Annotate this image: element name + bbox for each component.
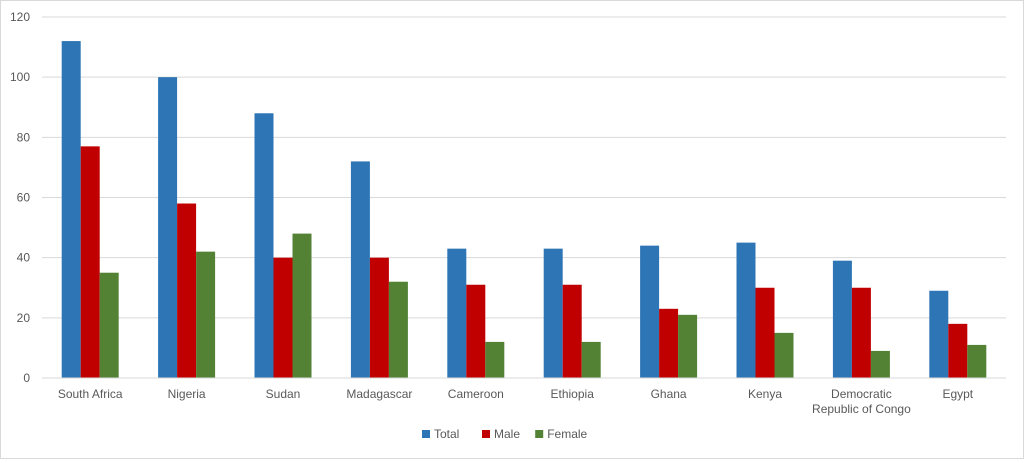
bar-female bbox=[967, 344, 987, 378]
bar-total bbox=[736, 242, 756, 378]
bar-total bbox=[158, 77, 178, 379]
legend-item-male: Male bbox=[482, 427, 520, 441]
bar-male bbox=[273, 257, 293, 378]
y-tick-label: 20 bbox=[17, 311, 31, 325]
x-tick-label: South Africa bbox=[58, 387, 123, 401]
bar-male bbox=[562, 284, 582, 378]
bar-total bbox=[640, 245, 660, 378]
bar-female bbox=[388, 281, 408, 378]
bars bbox=[61, 41, 987, 379]
bar-female bbox=[196, 251, 216, 378]
bar-total bbox=[832, 260, 852, 378]
bar-male bbox=[851, 287, 871, 378]
x-tick-label: Sudan bbox=[266, 387, 301, 401]
y-tick-label: 0 bbox=[23, 371, 30, 385]
x-tick-label: Ethiopia bbox=[551, 387, 595, 401]
y-axis-ticks: 0 20 40 60 80 100 120 bbox=[10, 10, 30, 385]
legend-item-female: Female bbox=[535, 427, 588, 441]
x-tick-label: Egypt bbox=[942, 387, 973, 401]
bar-female bbox=[870, 350, 890, 378]
bar-male bbox=[369, 257, 389, 378]
legend-swatch bbox=[422, 430, 430, 438]
y-tick-label: 100 bbox=[10, 70, 30, 84]
bar-female bbox=[99, 272, 119, 378]
bar-male bbox=[659, 308, 679, 378]
x-tick-label: Cameroon bbox=[448, 387, 504, 401]
x-tick-label: Democratic Republic of Congo bbox=[812, 387, 911, 416]
legend-label: Female bbox=[547, 427, 587, 441]
legend-swatch bbox=[482, 430, 490, 438]
x-tick-label: Nigeria bbox=[168, 387, 206, 401]
x-tick-label: Madagascar bbox=[346, 387, 412, 401]
bar-female bbox=[678, 314, 698, 378]
bar-male bbox=[755, 287, 775, 378]
x-tick-label: Kenya bbox=[748, 387, 782, 401]
bar-total bbox=[350, 161, 370, 378]
bar-male bbox=[948, 323, 968, 378]
x-tick-label: Ghana bbox=[651, 387, 687, 401]
bar-total bbox=[447, 248, 467, 378]
x-axis-labels: South Africa Nigeria Sudan Madagascar Camero… bbox=[58, 387, 974, 416]
y-tick-label: 80 bbox=[17, 130, 31, 144]
bar-total bbox=[61, 41, 81, 379]
y-tick-label: 40 bbox=[17, 251, 31, 265]
legend-label: Total bbox=[434, 427, 459, 441]
bar-total bbox=[929, 290, 949, 378]
bar-male bbox=[466, 284, 486, 378]
bar-female bbox=[485, 341, 505, 378]
bar-female bbox=[774, 332, 794, 378]
legend: Total Male Female bbox=[422, 427, 588, 441]
legend-label: Male bbox=[494, 427, 520, 441]
legend-swatch bbox=[535, 430, 544, 438]
bar-total bbox=[254, 113, 274, 379]
y-tick-label: 60 bbox=[17, 191, 31, 205]
y-tick-label: 120 bbox=[10, 10, 30, 24]
bar-male bbox=[177, 203, 197, 378]
legend-item-total: Total bbox=[422, 427, 459, 441]
bar-total bbox=[543, 248, 563, 378]
bar-female bbox=[581, 341, 601, 378]
bar-female bbox=[292, 233, 312, 378]
bar-male bbox=[80, 146, 100, 378]
